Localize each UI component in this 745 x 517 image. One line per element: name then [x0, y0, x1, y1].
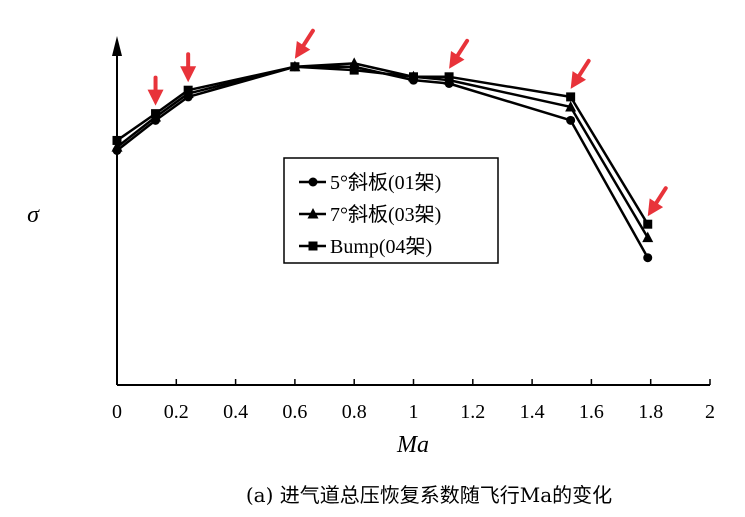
x-tick-label: 0.4 [223, 401, 248, 423]
legend-marker-circle [308, 177, 318, 187]
annotation-arrows [147, 28, 668, 217]
red-arrow-shaft [653, 186, 668, 206]
x-tick-label: 1 [409, 401, 419, 423]
red-arrow [570, 58, 591, 89]
legend-label: 5°斜板(01架) [330, 171, 441, 194]
legend-label: Bump(04架) [330, 235, 432, 258]
x-tick-label: 2 [705, 401, 715, 423]
x-tick-label: 0.2 [164, 401, 189, 423]
data-point-circle [643, 253, 653, 263]
red-arrow [147, 75, 164, 106]
x-tick-label: 1.6 [579, 401, 604, 423]
data-point-square [409, 72, 418, 82]
x-tick-labels: 0 0.2 0.4 0.6 0.8 1 1.2 1.4 1.6 1.8 2 [112, 401, 715, 423]
data-point-square [151, 109, 161, 119]
x-axis-title: Ma [396, 432, 429, 458]
red-arrow [647, 186, 668, 217]
x-tick-label: 1.4 [520, 401, 545, 423]
red-arrow [449, 38, 470, 69]
legend-entry: Bump(04架) [299, 235, 432, 258]
data-point-triangle [565, 100, 577, 112]
red-arrow-shaft [455, 38, 470, 59]
red-arrow-shaft [576, 58, 591, 79]
data-point-square [444, 72, 454, 82]
series-square [112, 62, 653, 229]
x-ticks [116, 379, 711, 385]
x-axis: 0 0.2 0.4 0.6 0.8 1 1.2 1.4 1.6 1.8 2 [112, 379, 715, 423]
data-point-triangle [642, 231, 654, 243]
x-tick-label: 0.6 [282, 401, 307, 423]
legend: 5°斜板(01架) 7°斜板(03架) Bump(04架) [283, 157, 499, 264]
y-axis-title: σ [27, 202, 40, 228]
red-arrow-head [647, 198, 664, 217]
red-arrow-head [147, 89, 164, 106]
data-point-square [183, 85, 193, 95]
data-point-square [349, 65, 359, 75]
data-point-square [643, 219, 653, 229]
red-arrow-head [449, 51, 465, 69]
x-tick-label: 0 [112, 401, 122, 423]
red-arrow-head [570, 71, 587, 89]
data-point-square [290, 62, 300, 72]
series-layer [111, 57, 654, 263]
legend-entry: 5°斜板(01架) [299, 171, 441, 194]
legend-label: 7°斜板(03架) [330, 203, 441, 226]
data-point-square [566, 92, 576, 102]
legend-entries: 5°斜板(01架) 7°斜板(03架) Bump(04架) [299, 171, 441, 258]
red-arrow-head [180, 66, 197, 83]
data-point-triangle [348, 57, 360, 68]
data-point-square [112, 135, 122, 145]
red-arrow [180, 52, 197, 83]
x-tick-label: 1.2 [460, 401, 485, 423]
data-point-circle [566, 115, 576, 125]
y-axis-arrowhead [112, 36, 122, 56]
figure-caption: (a) 进气道总压恢复系数随飞行Ma的变化 [246, 483, 612, 507]
y-axis [112, 36, 122, 385]
red-arrow-head [294, 40, 311, 59]
legend-marker-square [308, 241, 318, 251]
legend-entry: 7°斜板(03架) [299, 203, 441, 226]
x-tick-label: 1.8 [638, 401, 663, 423]
red-arrow-shaft [301, 28, 315, 49]
data-point-triangle [111, 141, 123, 152]
x-tick-label: 0.8 [342, 401, 367, 423]
legend-marker-triangle [307, 208, 319, 219]
red-arrow [294, 28, 315, 59]
